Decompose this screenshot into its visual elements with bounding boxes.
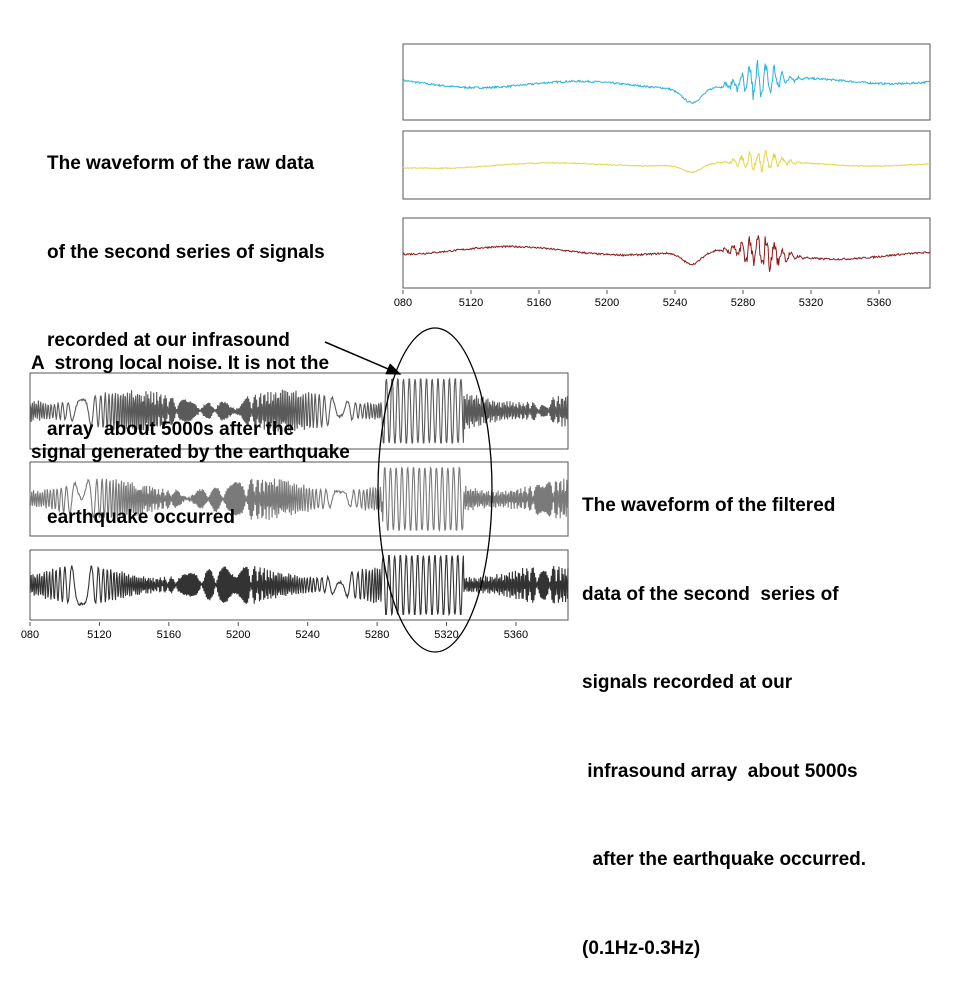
x-tick-label: 5280 xyxy=(731,297,755,309)
x-tick-label: 5160 xyxy=(157,629,181,641)
noise-ellipse xyxy=(377,327,493,653)
waveform-line xyxy=(29,376,569,444)
waveform-line xyxy=(402,59,931,105)
raw-waveform-chart: 080 5120 5160 5200 5240 5280 5320 5360 xyxy=(394,43,931,309)
waveform-line xyxy=(29,554,569,617)
raw-caption-line: The waveform of the raw data xyxy=(47,153,315,174)
waveform-panel xyxy=(29,461,569,537)
waveform-panel xyxy=(29,549,569,621)
waveform-panel xyxy=(402,43,931,121)
raw-data-caption: The waveform of the raw data of the seco… xyxy=(47,90,325,562)
filtered-caption-line: The waveform of the filtered xyxy=(582,495,836,516)
raw-caption-line: earthquake occurred xyxy=(47,507,235,528)
x-tick-label: 5200 xyxy=(595,297,619,309)
x-tick-label: 080 xyxy=(394,297,412,309)
filtered-caption-line: after the earthquake occurred. xyxy=(582,849,867,870)
raw-caption-line: of the second series of signals xyxy=(47,241,325,263)
x-tick-label: 5320 xyxy=(799,297,823,309)
filtered-data-caption: The waveform of the filtered data of the… xyxy=(582,432,866,993)
waveform-panel xyxy=(402,217,931,289)
filtered-caption-line: (0.1Hz-0.3Hz) xyxy=(582,937,701,959)
x-tick-label: 5320 xyxy=(434,629,458,641)
x-tick-label: 5360 xyxy=(504,629,528,641)
x-tick-label: 5120 xyxy=(87,629,111,641)
x-tick-label: 5200 xyxy=(226,629,250,641)
x-tick-label: 5360 xyxy=(867,297,891,309)
filtered-caption-line: data of the second series of xyxy=(582,583,839,605)
noise-arrow xyxy=(324,341,402,375)
x-tick-label: 5120 xyxy=(459,297,483,309)
filtered-caption-line: infrasound array about 5000s xyxy=(582,760,858,782)
figure-canvas: 080 5120 5160 5200 5240 5280 5320 5360 080 5120 5… xyxy=(21,43,931,653)
raw-caption-line: array about 5000s after the xyxy=(47,418,295,440)
x-tick-label: 080 xyxy=(21,629,39,641)
x-tick-label: 5160 xyxy=(527,297,551,309)
filtered-caption-line: signals recorded at our xyxy=(582,672,793,693)
waveform-line xyxy=(402,235,931,272)
panel-frame xyxy=(402,43,931,121)
noise-caption-line: signal generated by the earthquake xyxy=(31,441,350,463)
noise-caption-line: A strong local noise. It is not the xyxy=(31,353,330,374)
x-tick-label: 5240 xyxy=(663,297,687,309)
x-tick-label: 5240 xyxy=(295,629,319,641)
raw-caption-line: recorded at our infrasound xyxy=(47,330,290,351)
x-tick-label: 5280 xyxy=(365,629,389,641)
waveform-panel xyxy=(402,130,931,200)
noise-caption: A strong local noise. It is not the sign… xyxy=(31,290,350,497)
waveform-line xyxy=(29,465,569,533)
waveform-line xyxy=(402,149,931,173)
